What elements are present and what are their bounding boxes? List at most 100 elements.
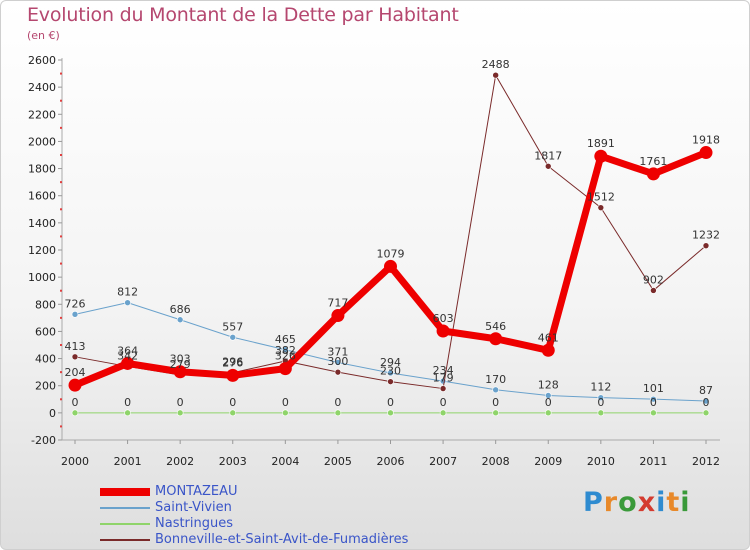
data-point-montazeau [278,362,292,376]
logo-letter: i [656,487,667,518]
y-tick-label: 2400 [28,81,56,94]
data-label-bonneville-et-saint-avit-de-fumadi-res: 1512 [587,191,615,204]
y-minor-tick [60,425,62,428]
proxiti-logo: Proxiti [583,487,691,518]
y-tick-label: 1600 [28,190,56,203]
legend-label: Bonneville-et-Saint-Avit-de-Fumadières [155,532,409,547]
data-point-nastringues [597,409,605,417]
data-point-montazeau [436,324,450,338]
data-point-montazeau [541,343,555,357]
data-label-saint-vivien: 726 [65,297,86,310]
x-tick-label: 2008 [482,455,510,468]
data-label-bonneville-et-saint-avit-de-fumadi-res: 230 [380,365,401,378]
x-tick-label: 2011 [639,455,667,468]
data-point-nastringues [282,409,289,417]
data-point-montazeau [331,309,345,323]
data-label-nastringues: 0 [492,396,499,409]
y-tick-label: 1800 [28,163,56,176]
data-label-saint-vivien: 465 [275,333,296,346]
y-tick-label: 800 [35,298,56,311]
legend-swatch [100,507,150,509]
series-line-bonneville-et-saint-avit-de-fumadi-res [74,74,707,390]
data-label-saint-vivien: 234 [433,364,454,377]
data-label-nastringues: 0 [124,396,131,409]
data-label-nastringues: 0 [650,396,657,409]
x-tick-label: 2012 [692,455,720,468]
data-label-saint-vivien: 294 [380,356,401,369]
logo-letter: t [666,487,681,518]
y-minor-tick [60,154,62,156]
logo-letter: r [603,487,619,518]
legend-item: Nastringues [100,516,460,531]
data-point-montazeau [68,378,82,392]
y-tick-label: 2000 [28,135,56,148]
data-point-nastringues [702,409,710,417]
data-point-bonneville-et-saint-avit-de-fumadi-res [334,368,342,376]
data-label-bonneville-et-saint-avit-de-fumadi-res: 382 [275,344,296,357]
data-label-bonneville-et-saint-avit-de-fumadi-res: 279 [170,358,191,371]
y-minor-tick [60,126,62,129]
y-minor-tick [60,262,62,265]
legend-label: MONTAZEAU [155,484,238,499]
data-point-nastringues [334,409,342,417]
x-tick-label: 2001 [114,455,142,468]
data-point-bonneville-et-saint-avit-de-fumadi-res [544,162,552,170]
legend-swatch [100,523,150,525]
data-label-nastringues: 0 [545,396,552,409]
data-label-montazeau: 303 [170,353,191,366]
y-minor-tick [60,344,62,346]
data-point-bonneville-et-saint-avit-de-fumadi-res [387,378,394,385]
data-point-montazeau [594,149,608,163]
data-point-nastringues [492,409,499,417]
y-minor-tick [60,398,62,401]
data-label-saint-vivien: 112 [590,381,611,394]
data-label-montazeau: 603 [433,312,454,325]
chart-unit: (en €) [27,29,60,42]
data-label-nastringues: 0 [440,396,447,409]
data-label-montazeau: 546 [485,320,506,333]
data-label-saint-vivien: 87 [699,384,713,397]
data-label-bonneville-et-saint-avit-de-fumadi-res: 413 [65,340,86,353]
data-point-montazeau [121,356,135,370]
data-label-montazeau: 717 [327,297,348,310]
data-label-nastringues: 0 [177,396,184,409]
x-tick-label: 2004 [271,455,299,468]
data-label-bonneville-et-saint-avit-de-fumadi-res: 300 [327,355,348,368]
y-minor-tick [60,99,62,102]
legend-swatch [100,488,150,496]
data-label-bonneville-et-saint-avit-de-fumadi-res: 342 [117,349,138,362]
data-label-saint-vivien: 371 [327,346,348,359]
data-point-saint-vivien [71,311,79,318]
data-label-nastringues: 0 [229,396,236,409]
data-point-nastringues [650,409,657,417]
data-label-montazeau: 461 [538,331,559,344]
x-tick-label: 2006 [377,455,405,468]
data-point-nastringues [387,409,394,417]
y-minor-tick [60,316,62,319]
data-point-montazeau [646,167,660,181]
data-point-saint-vivien [124,299,131,306]
data-label-saint-vivien: 812 [117,286,138,299]
data-label-bonneville-et-saint-avit-de-fumadi-res: 2488 [482,58,510,71]
data-label-nastringues: 0 [282,396,289,409]
data-label-montazeau: 1918 [692,134,720,147]
data-point-nastringues [544,409,552,417]
data-point-bonneville-et-saint-avit-de-fumadi-res [597,204,605,211]
legend-item: MONTAZEAU [100,484,460,499]
data-point-nastringues [71,409,79,417]
data-label-bonneville-et-saint-avit-de-fumadi-res: 1817 [534,149,562,162]
data-label-saint-vivien: 686 [170,303,191,316]
data-point-nastringues [124,409,131,417]
data-label-nastringues: 0 [72,396,79,409]
y-tick-label: -200 [31,434,56,447]
data-label-montazeau: 276 [222,356,243,369]
x-tick-label: 2010 [587,455,615,468]
legend-label: Nastringues [155,516,234,531]
data-point-bonneville-et-saint-avit-de-fumadi-res [71,353,79,361]
y-tick-label: 600 [35,325,56,338]
data-label-bonneville-et-saint-avit-de-fumadi-res: 296 [222,356,243,369]
y-minor-tick [60,208,62,211]
data-point-saint-vivien [176,316,184,324]
